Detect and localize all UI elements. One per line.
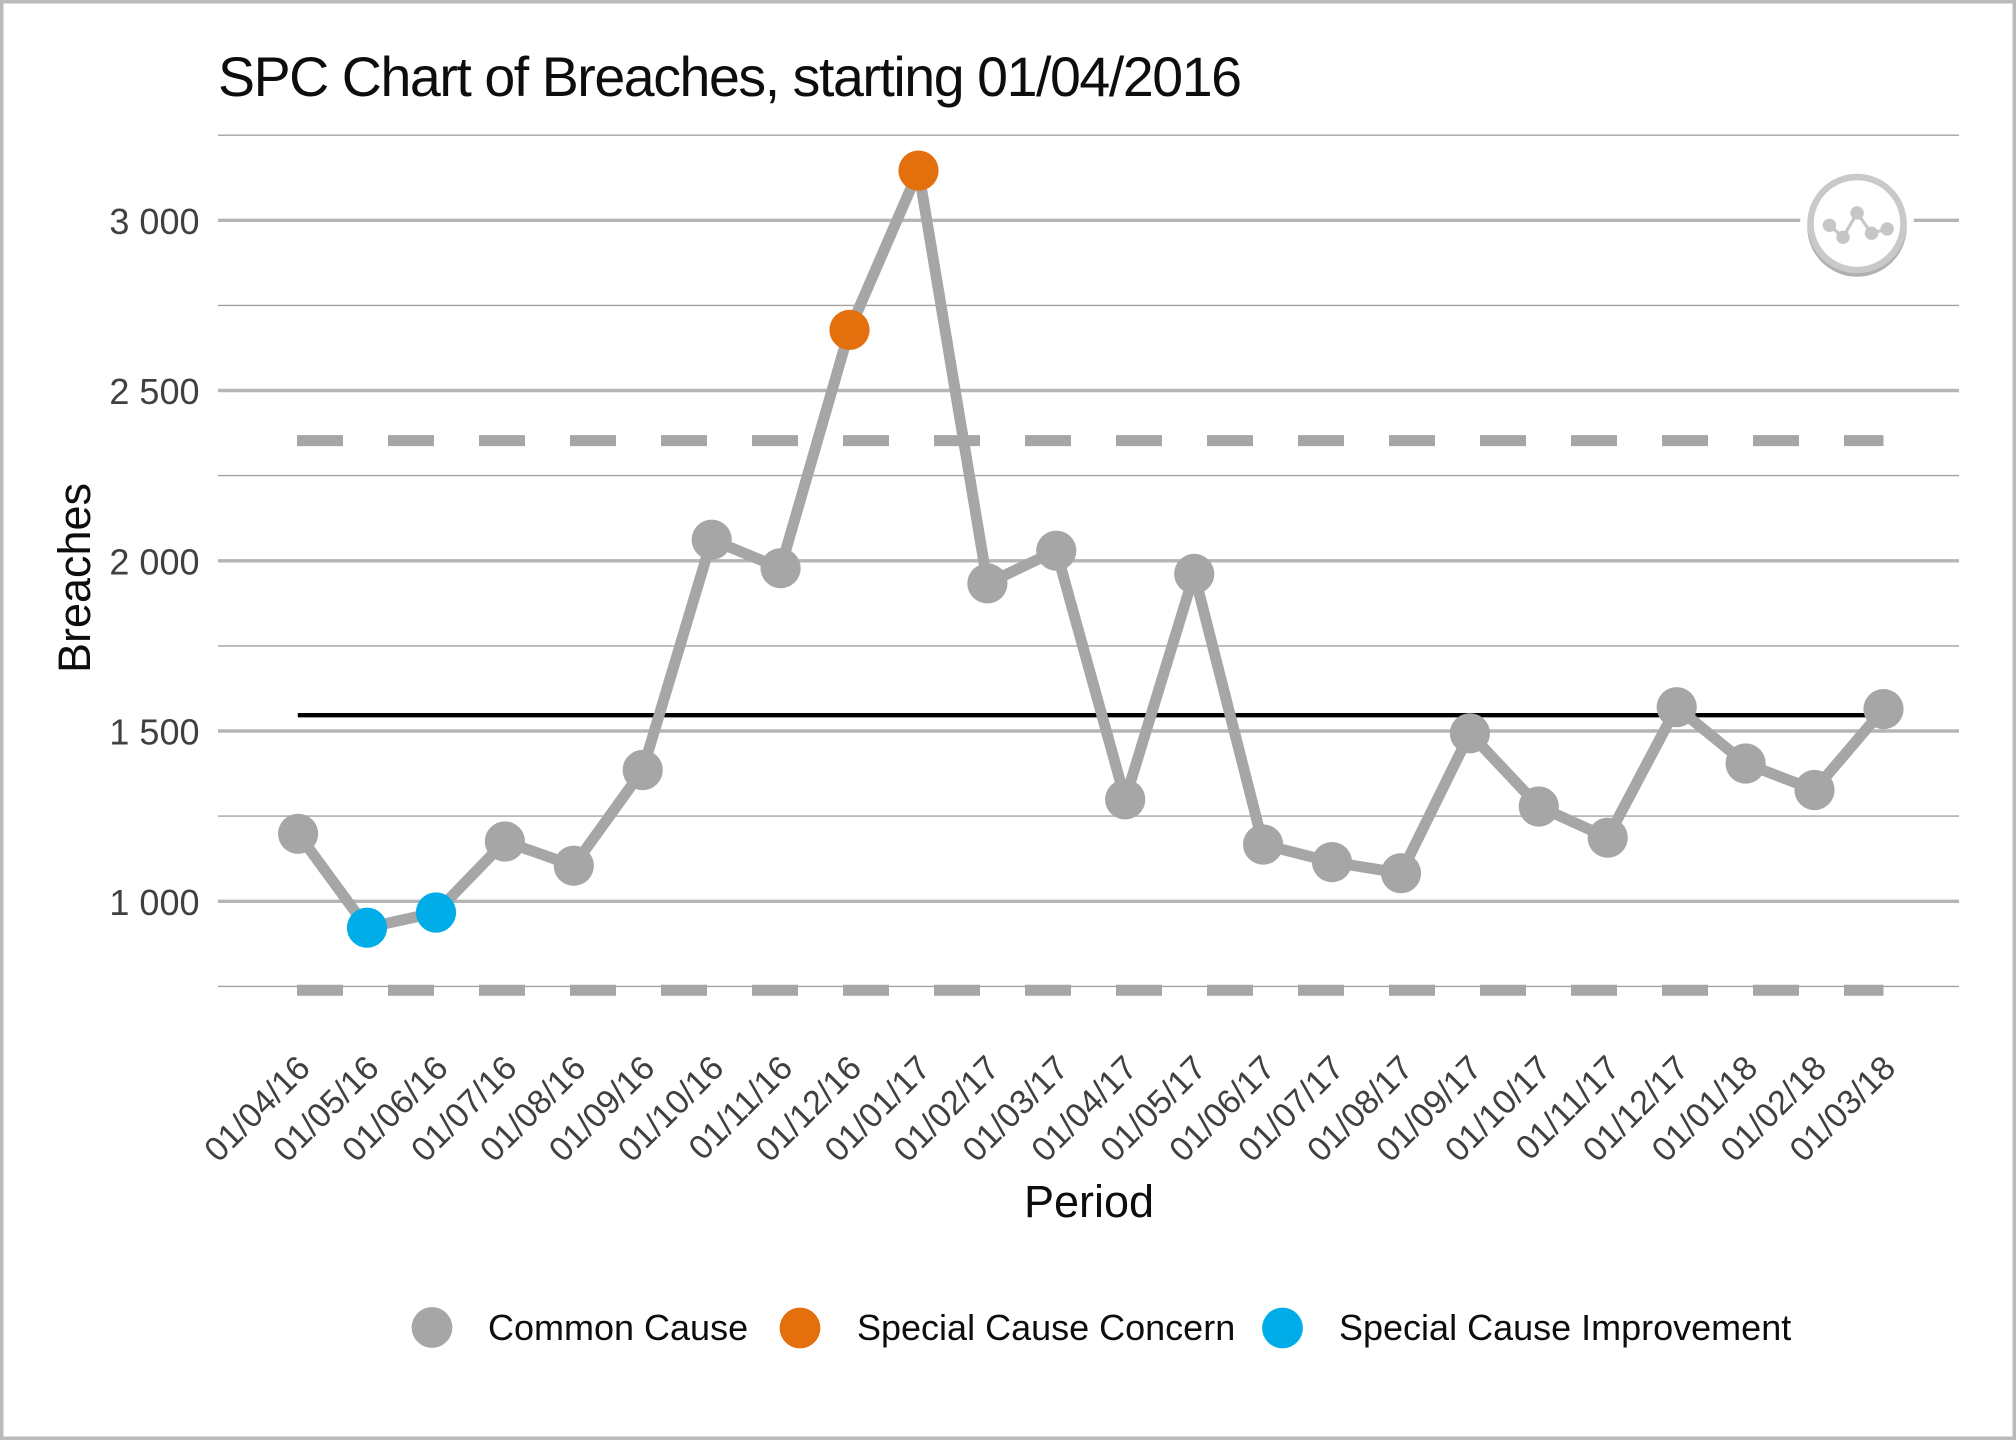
svg-text:1 500: 1 500 (109, 712, 199, 753)
svg-text:Special Cause Concern: Special Cause Concern (857, 1307, 1235, 1348)
svg-text:Common Cause: Common Cause (488, 1307, 748, 1348)
svg-text:Special Cause Improvement: Special Cause Improvement (1339, 1307, 1791, 1348)
svg-text:2 000: 2 000 (109, 542, 199, 583)
svg-text:2 500: 2 500 (109, 371, 199, 412)
svg-text:Breaches: Breaches (49, 483, 100, 673)
svg-text:SPC Chart of Breaches, startin: SPC Chart of Breaches, starting 01/04/20… (218, 46, 1242, 108)
svg-text:3 000: 3 000 (109, 201, 199, 242)
svg-text:Period: Period (1024, 1176, 1154, 1227)
svg-text:1 000: 1 000 (109, 882, 199, 923)
